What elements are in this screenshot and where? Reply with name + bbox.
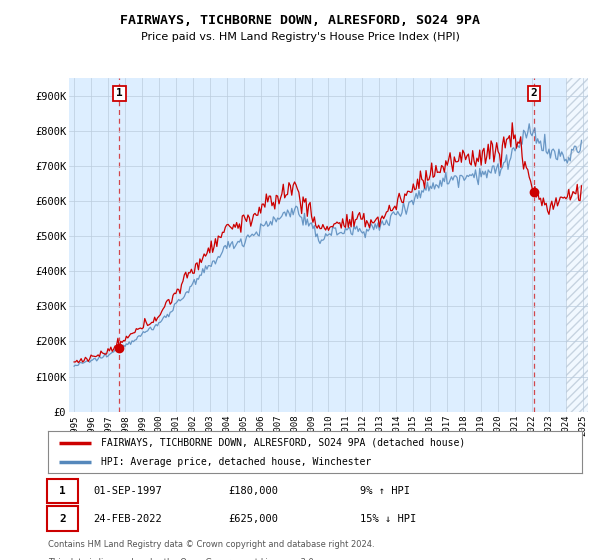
Text: 9% ↑ HPI: 9% ↑ HPI — [360, 486, 410, 496]
Text: Contains HM Land Registry data © Crown copyright and database right 2024.: Contains HM Land Registry data © Crown c… — [48, 540, 374, 549]
Text: This data is licensed under the Open Government Licence v3.0.: This data is licensed under the Open Gov… — [48, 558, 316, 560]
Text: £625,000: £625,000 — [228, 514, 278, 524]
Text: 2: 2 — [530, 88, 538, 99]
Text: 15% ↓ HPI: 15% ↓ HPI — [360, 514, 416, 524]
Text: 24-FEB-2022: 24-FEB-2022 — [93, 514, 162, 524]
Bar — [566, 78, 588, 412]
Text: Price paid vs. HM Land Registry's House Price Index (HPI): Price paid vs. HM Land Registry's House … — [140, 32, 460, 43]
Text: 1: 1 — [116, 88, 123, 99]
Text: 1: 1 — [59, 486, 66, 496]
Text: £180,000: £180,000 — [228, 486, 278, 496]
Text: FAIRWAYS, TICHBORNE DOWN, ALRESFORD, SO24 9PA: FAIRWAYS, TICHBORNE DOWN, ALRESFORD, SO2… — [120, 14, 480, 27]
Text: 2: 2 — [59, 514, 66, 524]
Text: 01-SEP-1997: 01-SEP-1997 — [93, 486, 162, 496]
Text: HPI: Average price, detached house, Winchester: HPI: Average price, detached house, Winc… — [101, 457, 371, 467]
Text: FAIRWAYS, TICHBORNE DOWN, ALRESFORD, SO24 9PA (detached house): FAIRWAYS, TICHBORNE DOWN, ALRESFORD, SO2… — [101, 437, 466, 447]
